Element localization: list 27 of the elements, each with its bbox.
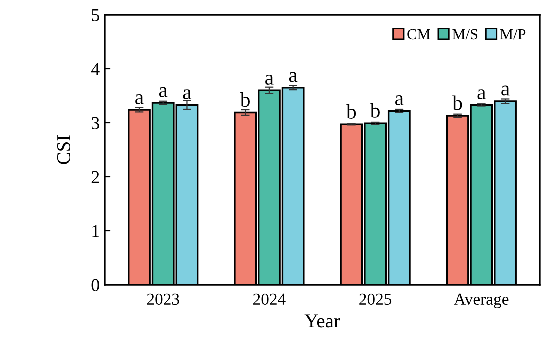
x-tick-label: 2024 [254,294,286,306]
y-tick-label: 2 [92,171,100,184]
y-axis-title: CSI [57,136,70,164]
data-label: a [478,90,486,100]
data-label: b [240,92,250,108]
data-label: a [289,72,298,82]
data-label: b [370,103,380,118]
legend-label: M/S [452,29,478,40]
y-tick-label: 5 [92,9,100,22]
data-label: a [502,86,510,96]
data-label: a [266,75,274,85]
x-tick-label: 2025 [360,294,392,306]
y-tick-label: 0 [92,279,100,292]
data-label: a [183,90,192,100]
x-tick-label: 2023 [147,294,180,306]
data-label: b [452,96,462,110]
legend-label: CM [408,29,430,40]
data-label: a [159,87,168,98]
y-tick-label: 3 [92,117,100,130]
y-tick-label: 1 [92,225,100,238]
data-label: b [346,104,356,119]
data-label: a [396,96,404,106]
legend-label: M/P [500,29,526,40]
data-label: a [136,94,144,104]
x-tick-label: Average [454,294,509,308]
y-tick-label: 4 [91,63,100,76]
x-axis-title: Year [304,314,340,328]
